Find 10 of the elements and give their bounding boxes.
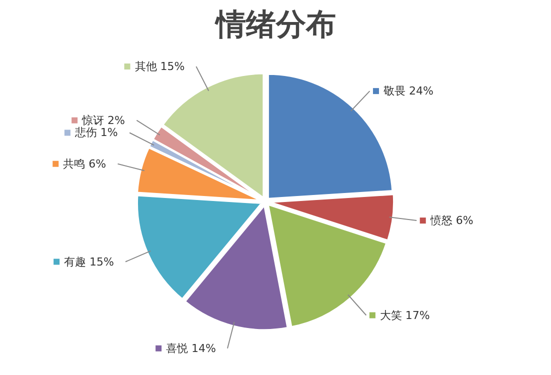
chart-title: 情绪分布	[214, 8, 336, 42]
legend-label: 惊讶 2%	[81, 114, 126, 127]
legend-label: 喜悦 14%	[166, 342, 216, 355]
legend-label: 敬畏 24%	[383, 84, 434, 98]
legend-label: 共鸣 6%	[63, 157, 106, 170]
legend-label: 悲伤 1%	[74, 126, 118, 140]
legend-label: 愤怒 6%	[429, 214, 474, 228]
legend-label: 其他 15%	[134, 60, 185, 74]
legend-label: 有趣 15%	[64, 255, 114, 268]
legend-label: 大笑 17%	[380, 308, 430, 322]
